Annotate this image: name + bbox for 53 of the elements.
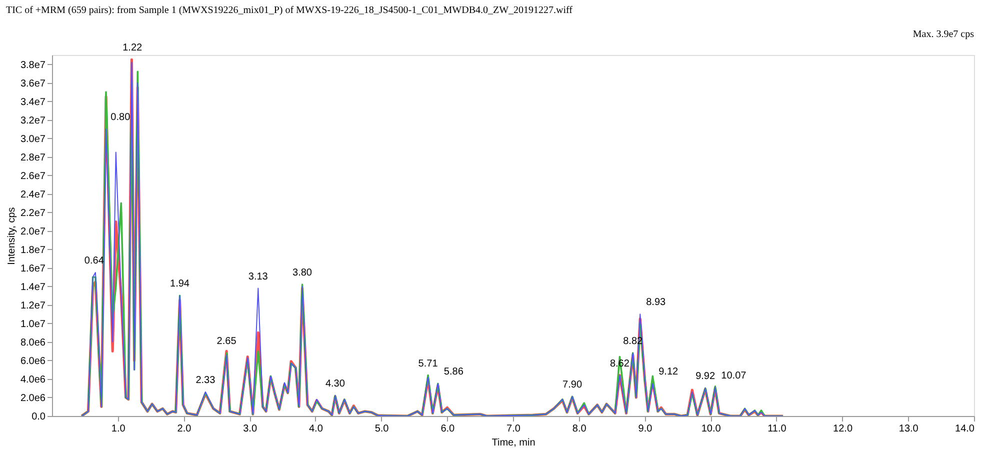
x-tick-label: 12.0 — [833, 424, 853, 434]
annotation: 4.30 — [325, 378, 346, 390]
x-tick-label: 1.0 — [111, 424, 126, 434]
y-tick-label: 1.4e7 — [20, 282, 46, 293]
y-tick-label: 8.0e6 — [20, 337, 46, 348]
y-tick-label: 3.8e7 — [20, 60, 46, 71]
x-tick-label: 8.0 — [572, 424, 587, 434]
x-tick-label: 14.0 — [955, 424, 975, 434]
annotation: 5.86 — [444, 366, 464, 378]
y-tick-label: 3.2e7 — [20, 115, 46, 126]
y-tick-label: 3.0e7 — [20, 134, 46, 145]
y-tick-label: 2.2e7 — [20, 208, 46, 219]
y-tick-label: 3.6e7 — [20, 78, 46, 90]
x-axis-title: Time, min — [492, 438, 536, 448]
x-tick-label: 7.0 — [506, 424, 521, 434]
chart-title: TIC of +MRM (659 pairs): from Sample 1 (MWXS19226_mix01_P) of MWXS-19-226_18_JS4500-1_C01_MWDB4.0_ZW_20191227.wiff — [6, 5, 574, 16]
text: Max. 3.9e7 cps — [912, 29, 974, 40]
y-tick-label: 2.0e7 — [20, 226, 46, 238]
y-axis-title: Intensity, cps — [6, 207, 18, 265]
annotation: 2.65 — [216, 336, 237, 348]
annotation: 3.13 — [248, 271, 268, 282]
annotation: 1.22 — [122, 42, 143, 54]
x-tick-label: 4.0 — [308, 424, 324, 434]
y-tick-label: 4.0e6 — [20, 374, 46, 386]
y-tick-label: 6.0e6 — [20, 356, 46, 367]
x-tick-label: 11.0 — [768, 424, 787, 434]
y-tick-label: 2.6e7 — [20, 170, 46, 182]
x-tick-label: 10.0 — [701, 424, 722, 434]
x-tick-label: 3.0 — [243, 424, 258, 434]
y-tick-label: 2.4e7 — [20, 189, 46, 200]
annotation: 9.92 — [696, 371, 716, 382]
x-tick-label: 9.0 — [638, 424, 653, 434]
annotation: 1.94 — [170, 278, 190, 290]
y-tick-label: 3.4e7 — [20, 96, 46, 108]
annotation: 9.12 — [658, 366, 679, 378]
x-tick-label: 5.0 — [374, 424, 390, 434]
y-tick-label: 2.8e7 — [20, 152, 46, 164]
annotation: 0.80 — [110, 112, 131, 124]
y-tick-label: 1.8e7 — [20, 244, 46, 256]
y-tick-label: 1.2e7 — [20, 300, 46, 312]
x-tick-label: 6.0 — [440, 424, 456, 434]
annotation: 2.33 — [196, 374, 216, 386]
annotation: 8.93 — [646, 297, 666, 308]
y-tick-label: 2.0e6 — [20, 392, 46, 404]
annotation: 3.80 — [292, 268, 312, 279]
annotation: 5.71 — [418, 358, 438, 370]
annotation: 10.07 — [721, 370, 747, 382]
x-tick-label: 2.0 — [177, 424, 192, 434]
x-tick-label: 13.0 — [898, 424, 919, 434]
y-tick-label: 1.6e7 — [20, 263, 46, 274]
y-tick-label: 0.0 — [32, 412, 46, 422]
annotation: 7.90 — [562, 380, 582, 391]
y-tick-label: 1.0e7 — [20, 318, 46, 330]
